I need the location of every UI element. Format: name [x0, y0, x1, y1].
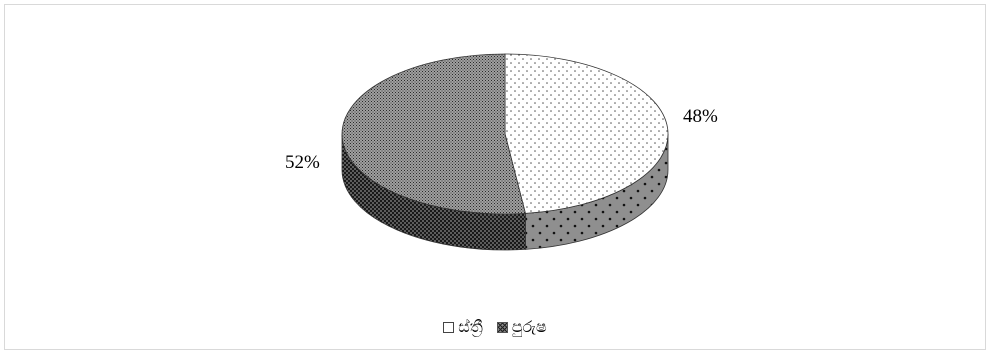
legend-swatch-male — [496, 321, 508, 333]
legend: ස්ත්‍රී පුරුෂ — [5, 317, 985, 337]
legend-label-female: ස්ත්‍රී — [458, 317, 483, 336]
legend-label-male: පුරුෂ — [511, 317, 547, 336]
legend-entry-female: ස්ත්‍රී — [443, 317, 483, 337]
legend-entry-male: පුරුෂ — [496, 317, 547, 337]
legend-swatch-female — [443, 321, 455, 333]
data-label-female: 48% — [683, 106, 718, 127]
pie-chart: 48% 52% — [285, 53, 718, 251]
chart-frame: 48% 52% ස්ත්‍රී පුරුෂ — [4, 4, 986, 350]
data-label-male: 52% — [285, 152, 320, 173]
pie-slice-female — [504, 53, 669, 214]
pie-slice-male — [341, 53, 526, 215]
